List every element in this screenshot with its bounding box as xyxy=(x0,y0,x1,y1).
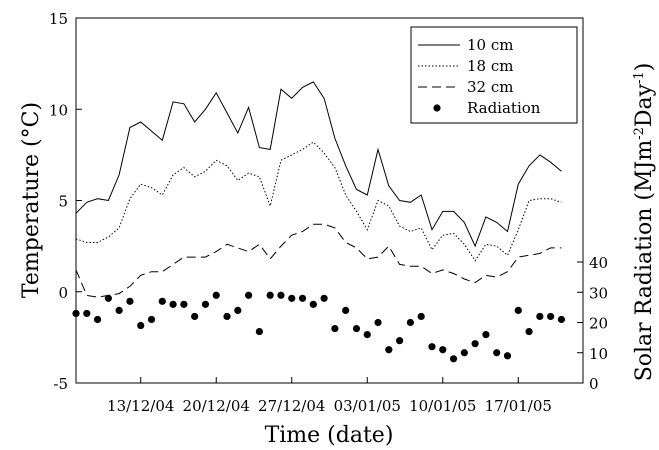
radiation-point xyxy=(72,309,80,318)
x-tick-label: 17/01/05 xyxy=(485,397,552,415)
legend-marker xyxy=(433,104,441,112)
y-tick-label-left: 0 xyxy=(58,284,68,302)
y-axis-title-right: Solar Radiation (MJm-2Day-1) xyxy=(632,63,657,382)
radiation-point xyxy=(396,337,404,345)
radiation-point xyxy=(449,355,458,363)
radiation-point xyxy=(503,352,512,360)
radiation-point xyxy=(406,318,415,327)
x-tick-label: 20/12/04 xyxy=(183,397,250,415)
radiation-point xyxy=(439,346,447,354)
radiation-point xyxy=(514,306,522,314)
radiation-point xyxy=(298,294,307,302)
radiation-point xyxy=(223,312,231,321)
radiation-point xyxy=(557,315,566,324)
series-line-10cm xyxy=(75,81,562,248)
radiation-point xyxy=(309,300,317,308)
radiation-point xyxy=(417,312,425,321)
radiation-point xyxy=(180,300,188,308)
radiation-point xyxy=(83,309,91,318)
series-line-32cm xyxy=(75,223,562,298)
series-line-18cm xyxy=(75,141,562,262)
y-tick-label-left: 5 xyxy=(58,193,68,211)
radiation-point xyxy=(169,300,177,308)
radiation-point xyxy=(536,312,544,321)
left-axis: -5 0 5 10 15 xyxy=(49,10,82,393)
radiation-point xyxy=(428,343,436,351)
radiation-point xyxy=(255,327,263,336)
radiation-point xyxy=(234,306,242,314)
x-tick-label: 27/12/04 xyxy=(258,397,325,415)
radiation-point xyxy=(363,331,371,339)
series-layer xyxy=(72,81,566,363)
radiation-point xyxy=(342,306,350,314)
legend-label: 18 cm xyxy=(467,57,513,75)
y-tick-label-left: 15 xyxy=(49,10,68,28)
radiation-point xyxy=(547,312,555,321)
radiation-point xyxy=(126,297,134,305)
radiation-point xyxy=(374,318,382,327)
y-axis-title-left: Temperature (°C) xyxy=(19,102,44,298)
radiation-point xyxy=(471,340,479,348)
radiation-point xyxy=(525,327,533,336)
x-tick-label: 10/01/05 xyxy=(409,397,476,415)
radiation-point xyxy=(460,349,468,357)
y-tick-label-right: 30 xyxy=(589,284,608,302)
radiation-point xyxy=(104,294,112,302)
legend-label: 32 cm xyxy=(467,78,513,96)
radiation-point xyxy=(320,294,328,302)
y-tick-label-right: 0 xyxy=(589,375,599,393)
legend: 10 cm 18 cm 32 cm Radiation xyxy=(410,26,578,124)
radiation-point xyxy=(191,312,199,321)
radiation-point xyxy=(201,300,210,308)
radiation-point xyxy=(277,291,285,299)
radiation-point xyxy=(93,315,102,324)
radiation-point xyxy=(352,324,361,333)
radiation-point xyxy=(115,306,123,314)
y-tick-label-right: 20 xyxy=(589,315,608,333)
radiation-point xyxy=(137,321,145,330)
x-tick-label: 03/01/05 xyxy=(334,397,401,415)
legend-label: Radiation xyxy=(467,99,541,117)
radiation-point xyxy=(147,315,156,324)
y-tick-label-right: 10 xyxy=(589,345,608,363)
x-tick-label: 13/12/04 xyxy=(107,397,174,415)
radiation-point xyxy=(493,349,501,357)
y-tick-label-right: 40 xyxy=(589,254,608,272)
radiation-point xyxy=(266,291,274,299)
radiation-point xyxy=(212,291,220,299)
right-axis: 0 10 20 30 40 xyxy=(577,254,608,393)
legend-label: 10 cm xyxy=(467,36,513,54)
radiation-point xyxy=(482,331,490,339)
radiation-point xyxy=(331,324,339,333)
x-axis: 13/12/04 20/12/04 27/12/04 03/01/05 10/01/05… xyxy=(107,377,552,415)
y-tick-label-left: 10 xyxy=(49,101,68,119)
y-tick-label-left: -5 xyxy=(53,375,68,393)
radiation-point xyxy=(385,346,393,354)
radiation-point xyxy=(244,291,253,299)
radiation-point xyxy=(158,297,166,305)
x-axis-title: Time (date) xyxy=(265,423,394,448)
radiation-point xyxy=(288,294,296,302)
